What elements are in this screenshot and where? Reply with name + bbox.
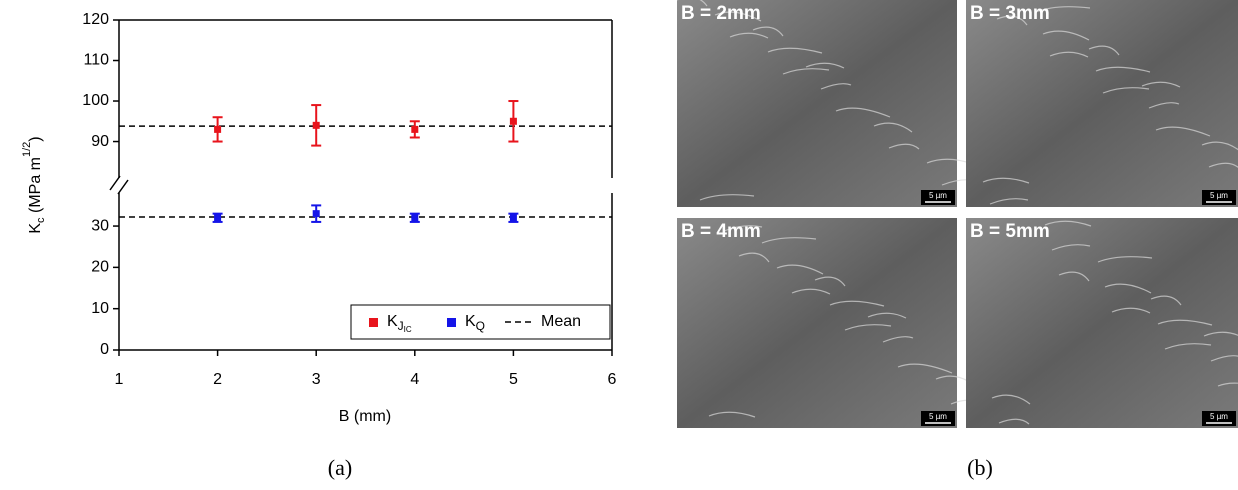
legend-sub: Q (476, 319, 485, 333)
image-label: B = 3mm (970, 3, 1050, 24)
y-label-main: K (27, 223, 44, 234)
legend-label: Mean (541, 313, 581, 330)
figure: (a) (b) B (mm) Kc (MPa m1/2) 1 2 3 4 5 6 0 10 20… (0, 0, 1238, 490)
y-label-sup: 1/2 (21, 142, 33, 157)
y-tick-label: 110 (83, 52, 109, 69)
data-point (510, 118, 517, 125)
data-point (313, 210, 320, 217)
plot-frame (110, 20, 612, 350)
scale-bar-label: 5 µm (929, 191, 947, 200)
y-tick-label: 120 (82, 11, 109, 28)
x-tick-label: 6 (608, 371, 617, 388)
x-tick-label: 2 (213, 371, 222, 388)
panel-label: (a) (328, 455, 352, 480)
data-point (214, 214, 221, 221)
data-point (411, 126, 418, 133)
sem-image (966, 218, 1238, 428)
scale-bar-label: 5 µm (1210, 412, 1228, 421)
sem-image (677, 218, 957, 428)
scale-bar-label: 5 µm (1210, 191, 1228, 200)
data-point (313, 122, 320, 129)
x-tick-label: 3 (312, 371, 321, 388)
x-tick-label: 4 (410, 371, 419, 388)
sem-image (677, 0, 957, 207)
image-label: B = 2mm (681, 3, 761, 24)
x-tick-label: 1 (115, 371, 124, 388)
data-point (411, 214, 418, 221)
scale-bar-label: 5 µm (929, 412, 947, 421)
y-tick-label: 100 (82, 92, 109, 109)
y-tick-label: 30 (91, 217, 109, 234)
sem-image (966, 0, 1238, 207)
legend-name: K (387, 313, 398, 330)
y-tick-label: 20 (91, 259, 109, 276)
y-axis-label: Kc (MPa m1/2) (21, 136, 47, 233)
y-tick-label: 0 (100, 341, 109, 358)
y-label-unit: (MPa m (27, 157, 44, 217)
legend-swatch (447, 318, 456, 327)
y-tick-label: 90 (91, 133, 109, 150)
panel-label: (b) (967, 455, 993, 480)
legend-name: K (465, 313, 476, 330)
y-label-end: ) (27, 136, 44, 141)
image-label: B = 5mm (970, 221, 1050, 242)
x-tick-label: 5 (509, 371, 518, 388)
data-point (214, 126, 221, 133)
x-axis-label: B (mm) (339, 408, 391, 425)
data-point (510, 214, 517, 221)
legend-subsub: IC (404, 325, 412, 334)
image-label: B = 4mm (681, 221, 761, 242)
legend-swatch (369, 318, 378, 327)
y-tick-label: 10 (91, 300, 109, 317)
